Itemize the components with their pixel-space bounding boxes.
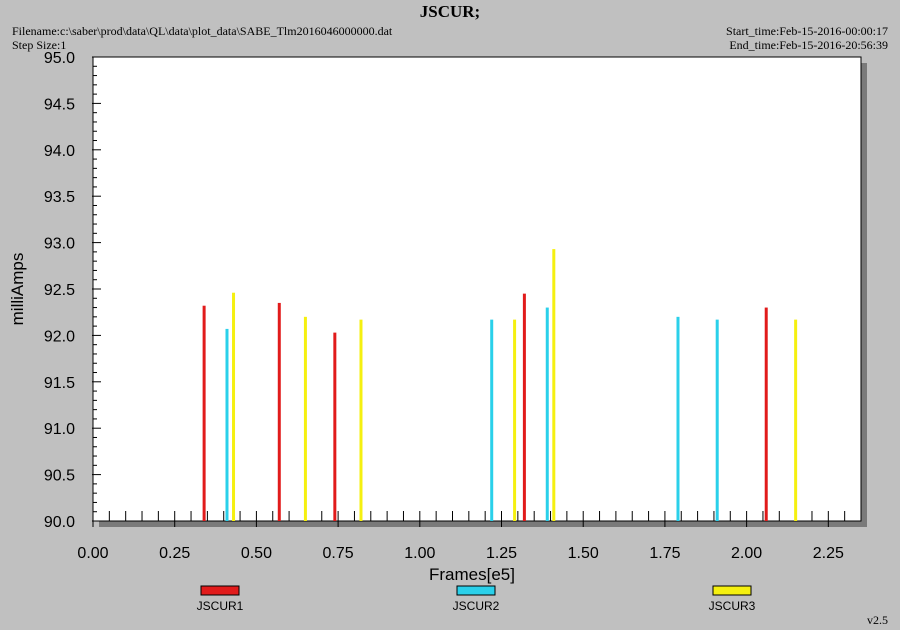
y-tick-label: 94.0 <box>44 143 75 160</box>
x-axis-label: Frames[e5] <box>429 565 515 584</box>
legend-swatch <box>200 585 240 596</box>
y-tick-label: 90.0 <box>44 514 75 531</box>
filename-text: Filename:c:\saber\prod\data\QL\data\plot… <box>12 24 393 38</box>
time-info: Start_time:Feb-15-2016-00:00:17 End_time… <box>726 24 888 52</box>
x-tick-label: 2.00 <box>731 545 762 562</box>
data-bar-jscur3 <box>794 319 798 521</box>
y-tick-label: 91.5 <box>44 375 75 392</box>
legend-label: JSCUR2 <box>453 599 500 613</box>
data-bar-jscur3 <box>303 316 307 521</box>
y-axis-label: milliAmps <box>8 253 27 326</box>
x-tick-label: 1.00 <box>404 545 435 562</box>
data-bar-jscur2 <box>490 319 494 521</box>
x-tick-label: 1.50 <box>568 545 599 562</box>
x-tick-label: 0.75 <box>323 545 354 562</box>
y-tick-label: 95.0 <box>44 50 75 67</box>
step-size-text: Step Size:1 <box>12 38 67 52</box>
data-bar-jscur1 <box>764 307 768 521</box>
data-bar-jscur2 <box>545 307 549 521</box>
file-info: Filename:c:\saber\prod\data\QL\data\plot… <box>12 24 392 52</box>
plot-area <box>92 56 862 522</box>
x-tick-label: 0.25 <box>159 545 190 562</box>
data-bar-jscur2 <box>225 328 229 521</box>
y-tick-label: 93.0 <box>44 236 75 253</box>
y-tick-label: 92.0 <box>44 328 75 345</box>
data-bar-jscur3 <box>232 292 236 521</box>
x-tick-label: 1.75 <box>649 545 680 562</box>
y-tick-label: 92.5 <box>44 282 75 299</box>
data-bar-jscur3 <box>552 249 556 521</box>
chart-title: JSCUR; <box>419 2 481 21</box>
start-time-text: Start_time:Feb-15-2016-00:00:17 <box>726 24 888 38</box>
end-time-text: End_time:Feb-15-2016-20:56:39 <box>729 38 888 52</box>
data-bar-jscur1 <box>522 293 526 521</box>
legend-label: JSCUR1 <box>197 599 244 613</box>
data-bar-jscur2 <box>676 316 680 521</box>
data-bar-jscur3 <box>513 319 517 521</box>
data-bar-jscur1 <box>202 305 206 521</box>
x-tick-label: 2.25 <box>813 545 844 562</box>
data-bar-jscur1 <box>333 332 337 521</box>
legend-swatch <box>712 585 752 596</box>
x-tick-label: 0.00 <box>77 545 108 562</box>
data-bar-jscur1 <box>277 302 281 521</box>
version-text: v2.5 <box>867 613 888 627</box>
x-tick-label: 0.50 <box>241 545 272 562</box>
y-tick-label: 94.5 <box>44 96 75 113</box>
legend-label: JSCUR3 <box>709 599 756 613</box>
data-bar-jscur3 <box>359 319 363 521</box>
data-bar-jscur2 <box>715 319 719 521</box>
y-tick-label: 90.5 <box>44 468 75 485</box>
y-tick-label: 93.5 <box>44 189 75 206</box>
y-tick-label: 91.0 <box>44 421 75 438</box>
legend-swatch <box>456 585 496 596</box>
x-tick-label: 1.25 <box>486 545 517 562</box>
